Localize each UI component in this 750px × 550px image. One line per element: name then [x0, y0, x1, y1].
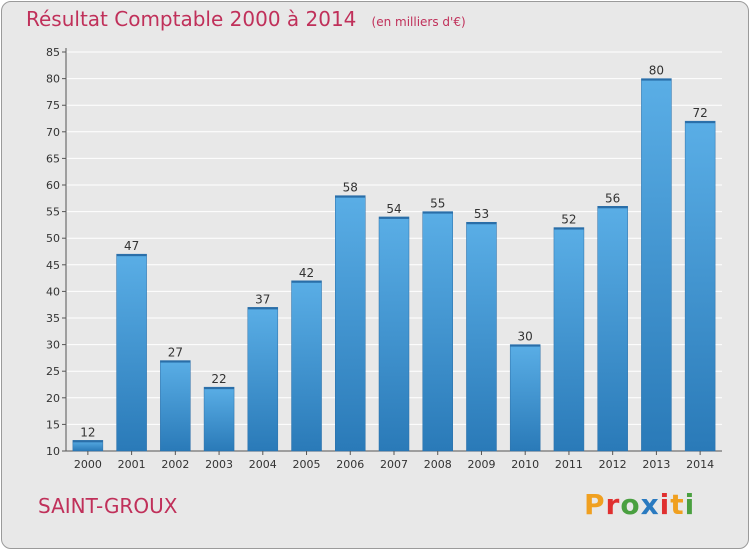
bar	[597, 206, 628, 452]
chart-subtitle: (en milliers d'€)	[371, 15, 466, 29]
y-tick-label: 75	[46, 99, 60, 112]
x-tick-label: 2005	[293, 458, 321, 471]
y-tick-label: 50	[46, 232, 60, 245]
data-label: 30	[518, 330, 533, 344]
data-label: 54	[386, 202, 401, 216]
y-tick-label: 10	[46, 445, 60, 458]
data-label: 56	[605, 191, 620, 205]
y-tick-label: 40	[46, 285, 60, 298]
bar	[684, 120, 716, 452]
data-label: 52	[561, 213, 576, 227]
bar-top-edge	[72, 440, 103, 443]
x-tick-label: 2000	[74, 458, 102, 471]
y-tick-label: 55	[46, 206, 60, 219]
x-tick-label: 2004	[249, 458, 277, 471]
data-label: 12	[80, 425, 95, 439]
bar	[160, 360, 191, 452]
bar-top-edge	[641, 78, 672, 81]
data-label: 55	[430, 197, 445, 211]
bar-top-edge	[466, 222, 497, 225]
y-tick-label: 80	[46, 73, 60, 86]
x-tick-label: 2006	[336, 458, 364, 471]
bar	[335, 195, 366, 452]
y-tick-label: 35	[46, 312, 60, 325]
bar	[116, 253, 147, 452]
data-label: 80	[649, 64, 664, 78]
bar-top-edge	[116, 254, 147, 257]
x-tick-label: 2014	[686, 458, 714, 471]
data-label: 27	[168, 346, 183, 360]
bar	[509, 344, 541, 452]
bar-top-edge	[160, 360, 191, 363]
x-tick-label: 2013	[642, 458, 670, 471]
bar	[553, 227, 585, 452]
y-tick-label: 20	[46, 392, 60, 405]
logo-letter: i	[684, 488, 696, 521]
bar	[378, 216, 410, 452]
data-label: 72	[692, 106, 707, 120]
x-tick-label: 2003	[205, 458, 233, 471]
y-tick-label: 70	[46, 126, 60, 139]
x-tick-label: 2008	[424, 458, 452, 471]
bar	[247, 307, 279, 452]
data-label: 22	[211, 372, 226, 386]
x-tick-label: 2001	[118, 458, 146, 471]
proxiti-logo: Proxiti	[584, 488, 695, 521]
bar-top-edge	[597, 206, 628, 209]
x-tick-label: 2012	[599, 458, 627, 471]
logo-letter: x	[640, 488, 660, 521]
logo-letter: r	[605, 488, 621, 521]
x-tick-label: 2009	[467, 458, 495, 471]
y-tick-label: 45	[46, 259, 60, 272]
place-name: SAINT-GROUX	[38, 494, 178, 518]
bar-top-edge	[379, 216, 409, 219]
bar-top-edge	[335, 195, 366, 198]
bar-top-edge	[553, 227, 584, 230]
y-tick-label: 15	[46, 418, 60, 431]
x-tick-label: 2011	[555, 458, 583, 471]
bar	[641, 78, 672, 452]
logo-letter: i	[659, 488, 671, 521]
x-tick-label: 2007	[380, 458, 408, 471]
bar	[203, 386, 235, 452]
bar-top-edge	[510, 344, 541, 347]
logo-letter: P	[584, 488, 606, 521]
bar	[466, 221, 497, 452]
data-label: 53	[474, 207, 489, 221]
y-tick-label: 85	[46, 46, 60, 59]
logo-letter: o	[620, 488, 641, 521]
x-tick-label: 2002	[161, 458, 189, 471]
data-label: 42	[299, 266, 314, 280]
bar	[291, 280, 322, 452]
bar-top-edge	[204, 387, 235, 390]
bar-top-edge	[422, 211, 453, 214]
x-tick-label: 2010	[511, 458, 539, 471]
y-tick-label: 25	[46, 365, 60, 378]
logo-letter: t	[670, 488, 685, 521]
y-tick-label: 30	[46, 339, 60, 352]
data-label: 58	[343, 181, 358, 195]
bar	[422, 211, 453, 452]
title-row: Résultat Comptable 2000 à 2014 (en milli…	[26, 7, 466, 31]
y-tick-label: 65	[46, 152, 60, 165]
bar-top-edge	[291, 280, 322, 283]
bar-top-edge	[247, 307, 278, 310]
data-label: 47	[124, 239, 139, 253]
chart-title: Résultat Comptable 2000 à 2014	[26, 7, 357, 31]
bar-top-edge	[685, 121, 716, 124]
data-label: 37	[255, 292, 270, 306]
y-tick-label: 60	[46, 179, 60, 192]
